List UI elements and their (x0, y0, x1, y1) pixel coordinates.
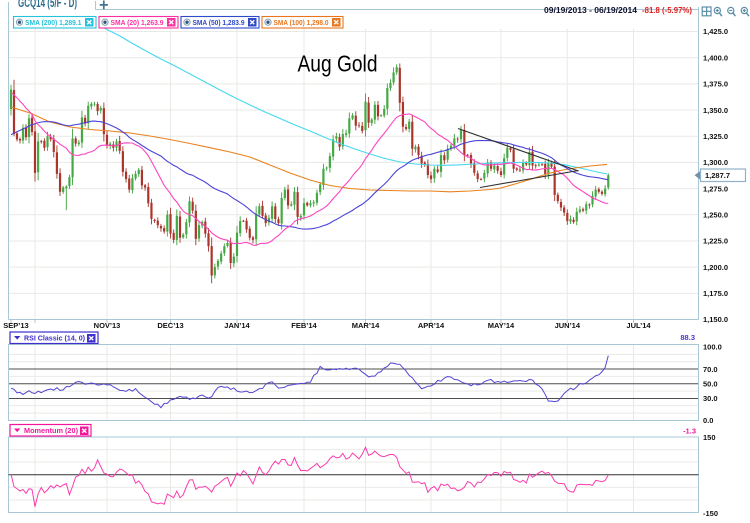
svg-text:NOV’13: NOV’13 (94, 321, 121, 330)
svg-text:-81.8 (-5.97%): -81.8 (-5.97%) (642, 6, 692, 15)
svg-text:100.0: 100.0 (703, 343, 722, 352)
svg-text:09/19/2013 - 06/19/2014: 09/19/2013 - 06/19/2014 (544, 6, 638, 15)
svg-text:30.0: 30.0 (703, 394, 718, 403)
svg-text:SMA (50) 1,283.9: SMA (50) 1,283.9 (193, 18, 245, 27)
svg-text:0.0: 0.0 (703, 416, 713, 425)
svg-text:-150: -150 (703, 509, 718, 518)
svg-text:SEP’13: SEP’13 (3, 321, 28, 330)
svg-text:GCQ14 (5/F - D): GCQ14 (5/F - D) (18, 0, 77, 10)
svg-text:1,400.0: 1,400.0 (703, 53, 728, 62)
svg-text:SMA (20) 1,263.9: SMA (20) 1,263.9 (111, 18, 164, 27)
svg-text:1,300.0: 1,300.0 (703, 158, 728, 167)
svg-text:1,275.0: 1,275.0 (703, 184, 728, 193)
svg-text:1,325.0: 1,325.0 (703, 132, 728, 141)
svg-text:APR’14: APR’14 (418, 321, 445, 330)
svg-text:Aug Gold: Aug Gold (298, 51, 378, 77)
svg-text:MAR’14: MAR’14 (352, 321, 380, 330)
svg-text:1,250.0: 1,250.0 (703, 210, 728, 219)
svg-text:88.3: 88.3 (680, 333, 695, 342)
svg-text:DEC’13: DEC’13 (157, 321, 183, 330)
svg-text:1,425.0: 1,425.0 (703, 27, 728, 36)
svg-text:RSI Classic (14, 0): RSI Classic (14, 0) (24, 334, 85, 343)
svg-text:1,287.7: 1,287.7 (705, 171, 730, 180)
svg-text:1,175.0: 1,175.0 (703, 289, 728, 298)
svg-text:50.0: 50.0 (703, 379, 718, 388)
svg-text:1,350.0: 1,350.0 (703, 106, 728, 115)
svg-text:1,150.0: 1,150.0 (703, 315, 728, 324)
svg-text:1,375.0: 1,375.0 (703, 80, 728, 89)
svg-text:SMA (200) 1,289.1: SMA (200) 1,289.1 (25, 18, 82, 27)
svg-text:-1.3: -1.3 (683, 427, 696, 436)
svg-text:150: 150 (703, 433, 716, 442)
svg-text:Momentum (20): Momentum (20) (24, 426, 78, 435)
svg-text:FEB’14: FEB’14 (291, 321, 317, 330)
svg-text:JAN’14: JAN’14 (224, 321, 250, 330)
svg-text:JUL’14: JUL’14 (626, 321, 651, 330)
svg-text:1,225.0: 1,225.0 (703, 237, 728, 246)
svg-text:1,200.0: 1,200.0 (703, 263, 728, 272)
svg-text:SMA (100) 1,298.0: SMA (100) 1,298.0 (274, 18, 329, 27)
svg-text:JUN’14: JUN’14 (555, 321, 581, 330)
svg-text:MAY’14: MAY’14 (488, 321, 515, 330)
svg-text:70.0: 70.0 (703, 365, 718, 374)
